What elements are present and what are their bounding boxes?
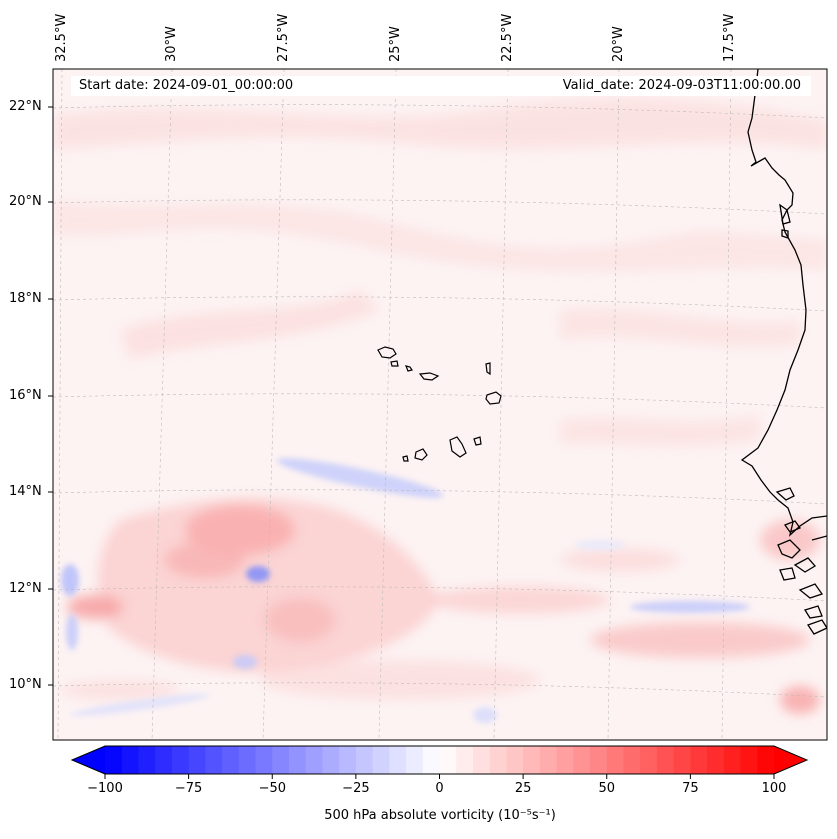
lon-label-25w: 25°W	[388, 26, 403, 62]
lon-label-32-5w: 32.5°W	[54, 13, 69, 62]
colorbar-step	[640, 746, 658, 774]
lon-label-30w: 30°W	[164, 26, 179, 62]
vorticity-field	[53, 97, 827, 723]
colorbar-step	[606, 746, 625, 774]
lat-label-12n: 12°N	[9, 581, 42, 596]
colorbar-step	[155, 746, 173, 774]
colorbar-step	[456, 746, 474, 774]
colorbar-step	[372, 746, 390, 774]
info-box: Start date: 2024-09-01_00:00:00 Valid_da…	[71, 76, 811, 96]
lon-label-20w: 20°W	[611, 26, 626, 62]
africa-coastline	[740, 69, 827, 635]
colorbar-tick-label: 0	[435, 781, 444, 796]
lon-label-27-5w: 27.5°W	[276, 13, 291, 62]
colorbar-step	[322, 746, 340, 774]
colorbar-step	[740, 746, 758, 774]
colorbar-step	[472, 746, 491, 774]
start-date-label: Start date: 2024-09-01_00:00:00	[79, 78, 294, 93]
lat-label-14n: 14°N	[9, 484, 42, 499]
colorbar-step	[205, 746, 223, 774]
colorbar-step	[305, 746, 324, 774]
map-frame	[52, 68, 828, 741]
colorbar-step	[406, 746, 424, 774]
colorbar-step	[138, 746, 156, 774]
colorbar-step	[339, 746, 357, 774]
colorbar-step	[573, 746, 591, 774]
colorbar-tick-label: 75	[682, 781, 699, 796]
lat-label-20n: 20°N	[9, 194, 42, 209]
colorbar-step	[556, 746, 574, 774]
colorbar-step	[188, 746, 206, 774]
colorbar-step	[690, 746, 708, 774]
lat-label-10n: 10°N	[9, 677, 42, 692]
cape-verde-islands	[377, 346, 502, 462]
colorbar-step	[355, 746, 374, 774]
colorbar-step	[238, 746, 257, 774]
colorbar-step	[288, 746, 307, 774]
colorbar-tick-label: −50	[258, 781, 287, 796]
colorbar-step	[673, 746, 691, 774]
colorbar-step	[171, 746, 190, 774]
colorbar-step	[105, 746, 123, 774]
colorbar-tick-label: −100	[87, 781, 123, 796]
colorbar	[70, 745, 809, 779]
colorbar-low-extend	[72, 746, 105, 774]
lat-label-22n: 22°N	[9, 99, 42, 114]
colorbar-step	[272, 746, 290, 774]
colorbar-title: 500 hPa absolute vorticity (10⁻⁵s⁻¹)	[324, 808, 556, 823]
valid-date-label: Valid_date: 2024-09-03T11:00:00.00	[562, 78, 801, 93]
colorbar-step	[723, 746, 742, 774]
colorbar-step	[707, 746, 725, 774]
colorbar-step	[222, 746, 240, 774]
colorbar-tick-label: 100	[761, 781, 787, 796]
colorbar-step	[656, 746, 675, 774]
lat-label-18n: 18°N	[9, 291, 42, 306]
colorbar-step	[590, 746, 608, 774]
colorbar-step	[422, 746, 441, 774]
colorbar-step	[489, 746, 508, 774]
colorbar-step	[389, 746, 407, 774]
colorbar-tick-label: 25	[514, 781, 532, 796]
colorbar-tick-label: −75	[174, 781, 203, 796]
gridlines	[53, 69, 827, 740]
lat-label-16n: 16°N	[9, 388, 42, 403]
colorbar-step	[539, 746, 558, 774]
colorbar-step	[255, 746, 273, 774]
colorbar-step	[757, 746, 775, 774]
colorbar-tick-label: −25	[342, 781, 370, 796]
colorbar-step	[523, 746, 541, 774]
colorbar-high-extend	[774, 746, 807, 774]
colorbar-tick-label: 50	[598, 781, 616, 796]
lon-label-22-5w: 22.5°W	[500, 13, 515, 62]
colorbar-step	[439, 746, 457, 774]
colorbar-step	[506, 746, 524, 774]
colorbar-step	[623, 746, 641, 774]
lon-label-17-5w: 17.5°W	[722, 13, 737, 62]
colorbar-step	[121, 746, 140, 774]
